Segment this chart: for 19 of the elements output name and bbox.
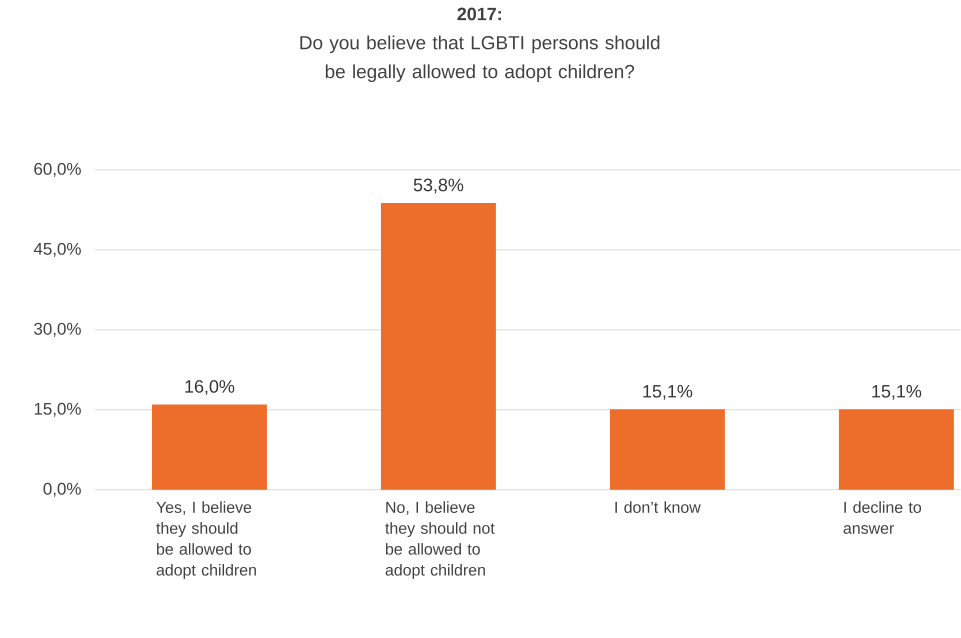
chart-title: 2017: <box>457 8 501 20</box>
data-label: 53,8% <box>414 178 464 194</box>
x-tick-label: Yes, I believe they should be allowed to adopt children <box>156 501 256 580</box>
bar <box>380 203 496 490</box>
x-tick-label: No, I believe they should not be allowed to adopt children <box>385 501 495 580</box>
data-label: 15,1% <box>643 385 692 400</box>
x-tick-label: I don’t know <box>615 501 701 514</box>
y-tick-label: 15,0% <box>34 402 81 417</box>
bar <box>838 409 954 490</box>
data-label: 16,0% <box>185 380 234 396</box>
bar <box>610 409 725 490</box>
x-tick-label: I decline to answer <box>844 501 922 534</box>
y-tick-label: 60,0% <box>34 163 81 178</box>
chart-subtitle: Do you believe that LGBTI persons should be legally allowed to adopt children? <box>300 36 660 82</box>
data-label: 15,1% <box>872 385 922 400</box>
bar <box>152 404 267 490</box>
y-tick-label: 0,0% <box>44 482 81 497</box>
y-tick-label: 30,0% <box>34 322 81 337</box>
y-tick-label: 45,0% <box>34 243 81 258</box>
